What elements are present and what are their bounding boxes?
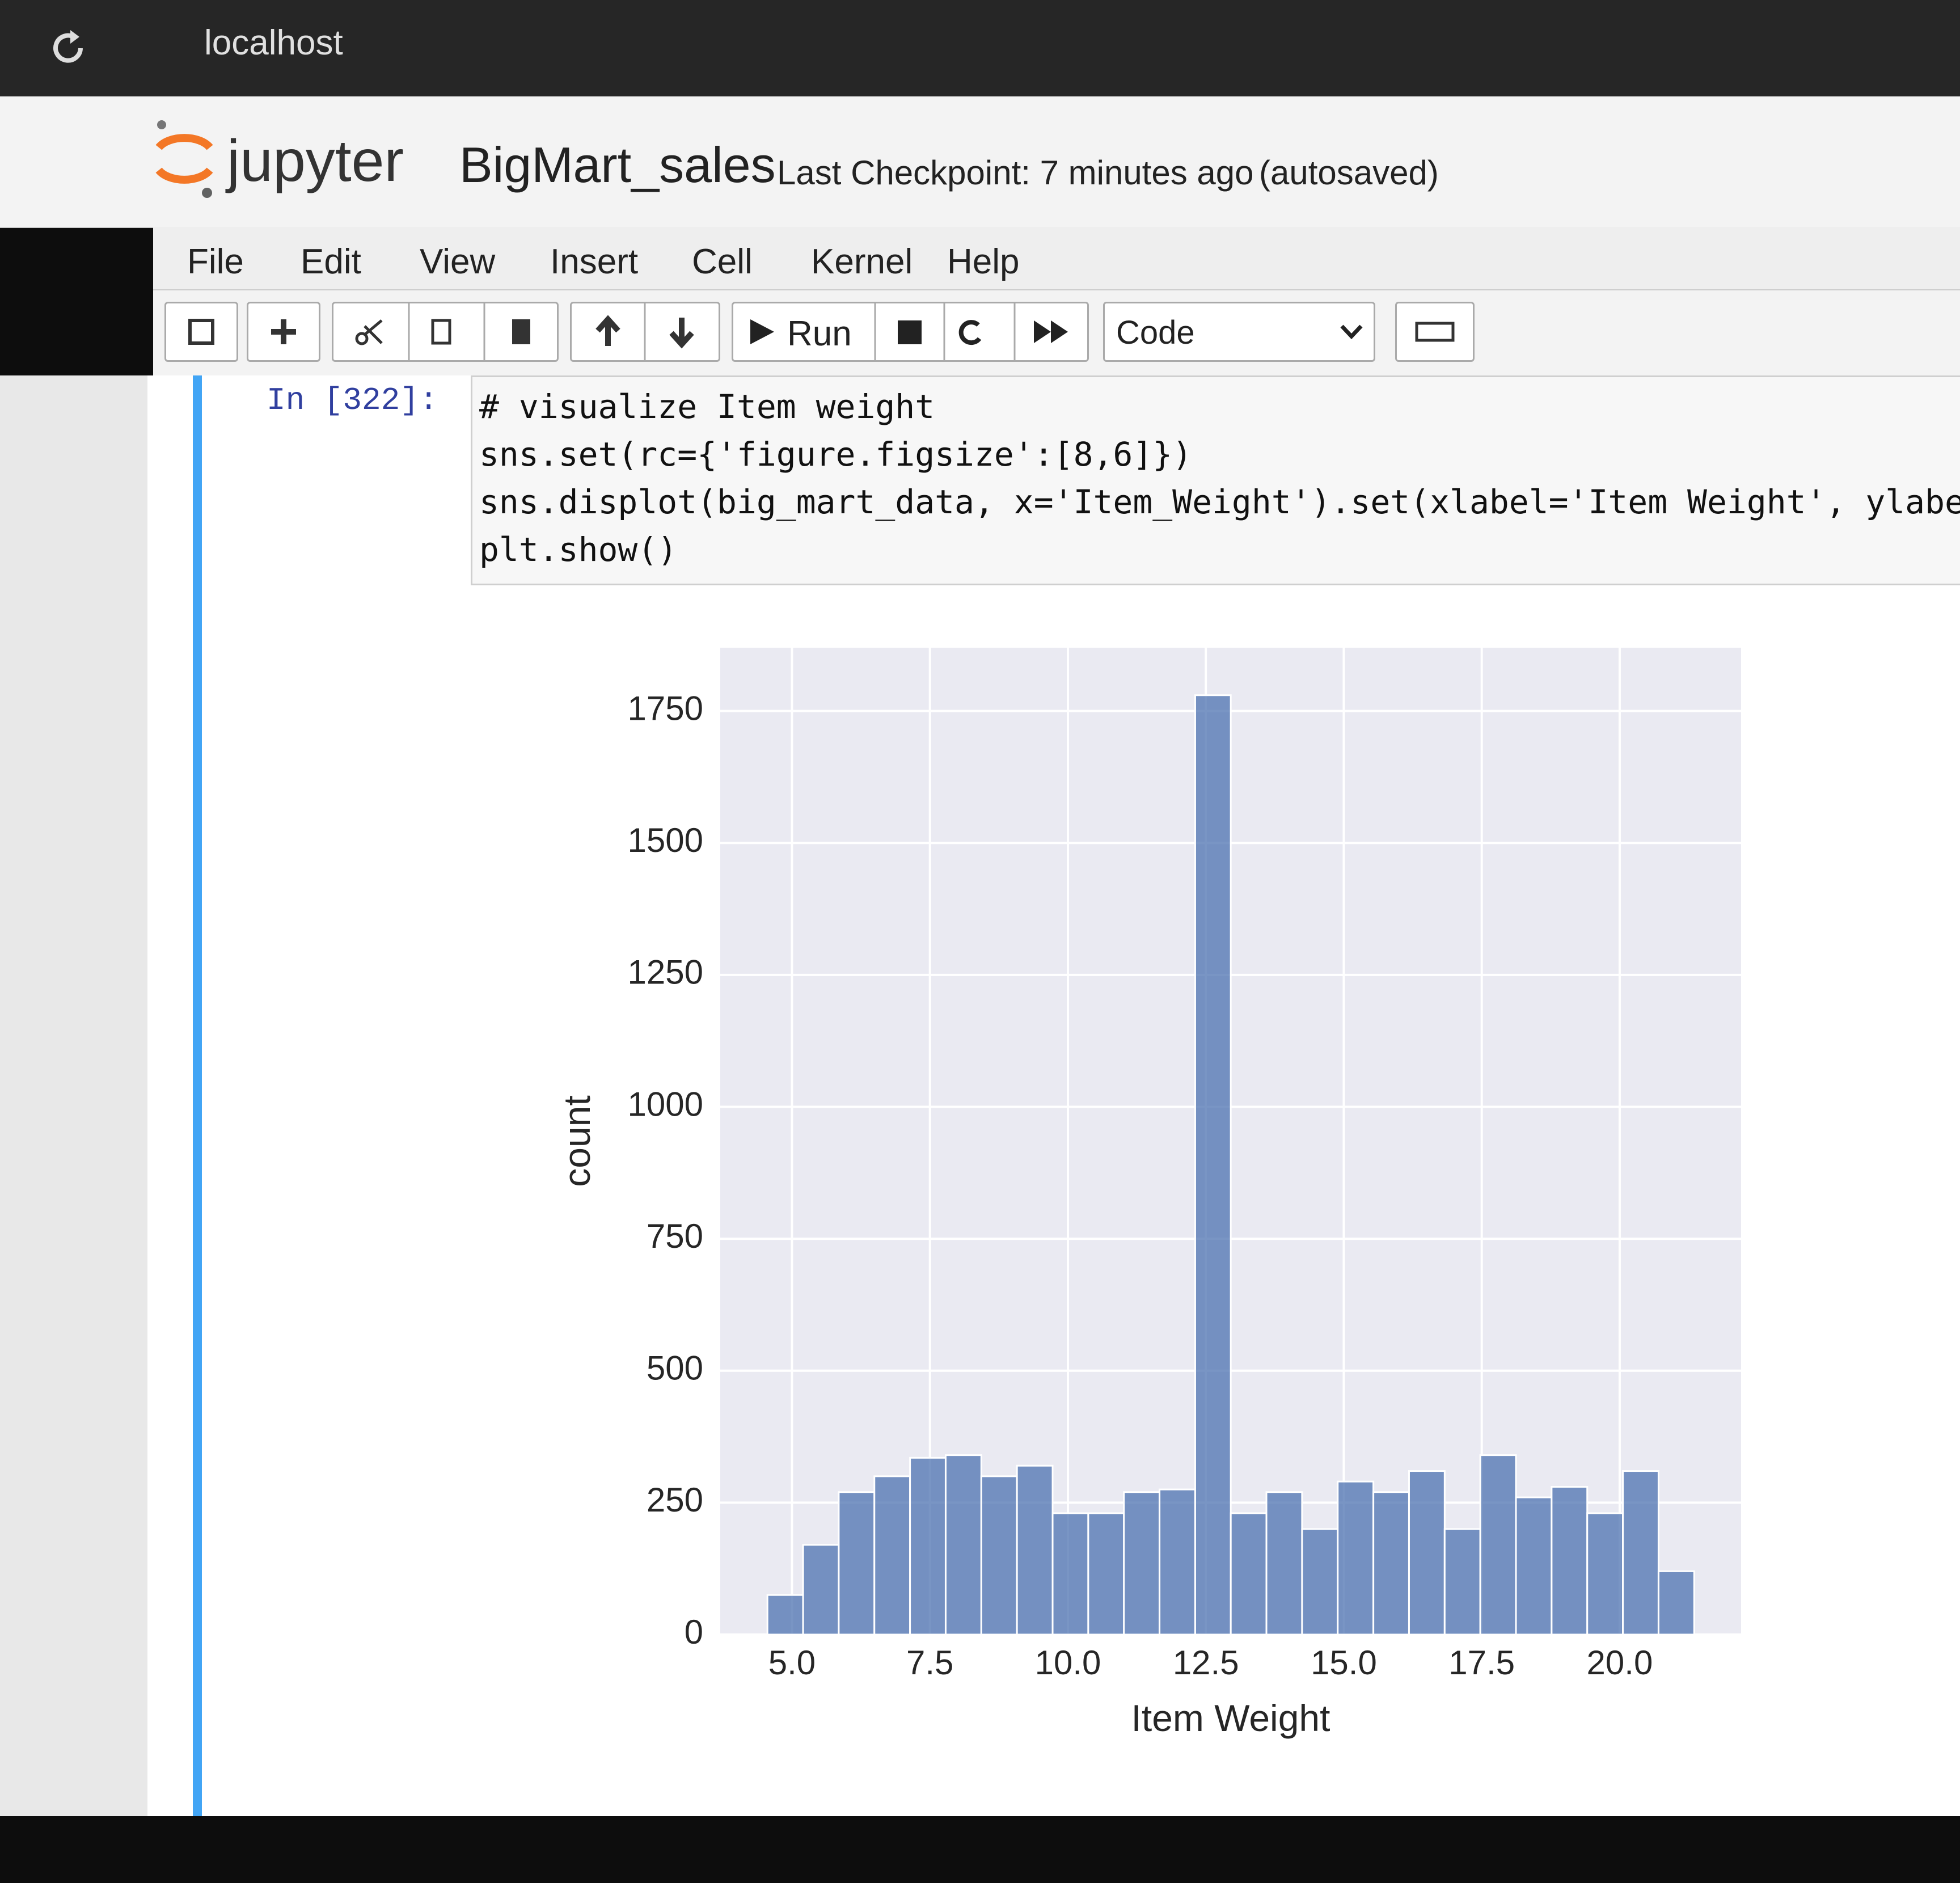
cell-selection-bar bbox=[193, 375, 202, 1816]
menu-item[interactable]: Insert bbox=[550, 242, 639, 281]
cell-type-select[interactable]: Code bbox=[1103, 302, 1375, 362]
notebook-header: jupyter BigMart_sales Last Checkpoint: 7… bbox=[0, 96, 1960, 228]
histogram-bar bbox=[1622, 1470, 1659, 1636]
logo-text[interactable]: jupyter bbox=[227, 128, 404, 194]
x-tick-label: 5.0 bbox=[768, 1644, 816, 1682]
menu-item[interactable]: File bbox=[187, 242, 244, 281]
run-label: Run bbox=[787, 314, 852, 353]
code-line: sns.set(rc={'figure.figsize':[8,6]}) bbox=[479, 435, 1193, 474]
histogram-bar bbox=[802, 1544, 840, 1636]
x-tick-label: 15.0 bbox=[1311, 1644, 1377, 1682]
keyboard-button[interactable] bbox=[1395, 302, 1475, 362]
y-axis-label: count bbox=[556, 1095, 598, 1187]
y-tick-label: 500 bbox=[647, 1349, 703, 1387]
histogram-bar bbox=[1016, 1464, 1054, 1636]
histogram-bar bbox=[1586, 1512, 1624, 1636]
histogram-bar bbox=[1230, 1512, 1268, 1636]
insert-button[interactable] bbox=[247, 302, 320, 362]
histogram-bar bbox=[766, 1594, 804, 1636]
histogram-bar bbox=[873, 1475, 911, 1636]
dropdown-arrow bbox=[1340, 324, 1363, 340]
y-tick-label: 1000 bbox=[628, 1085, 703, 1123]
reload-icon[interactable] bbox=[45, 26, 91, 71]
histogram-bar bbox=[1372, 1491, 1410, 1636]
histogram-bar bbox=[1443, 1528, 1481, 1636]
x-tick-label: 17.5 bbox=[1448, 1644, 1515, 1682]
histogram-bar bbox=[1194, 694, 1232, 1636]
menu-item[interactable]: Edit bbox=[301, 242, 361, 281]
histogram-bar bbox=[1408, 1470, 1446, 1636]
edit-buttons[interactable] bbox=[332, 302, 559, 362]
menu-item[interactable]: Kernel bbox=[811, 242, 913, 281]
y-tick-label: 1250 bbox=[628, 953, 703, 991]
histogram-bar bbox=[909, 1456, 947, 1636]
histogram-bar bbox=[1265, 1491, 1303, 1636]
move-buttons[interactable] bbox=[570, 302, 720, 362]
icon bbox=[1415, 322, 1455, 342]
histogram-bar bbox=[1301, 1528, 1339, 1636]
histogram-bar bbox=[980, 1475, 1018, 1636]
jupyter-icon bbox=[155, 120, 213, 198]
icons bbox=[750, 303, 1068, 360]
code-line: plt.show() bbox=[479, 530, 678, 569]
y-tick-label: 250 bbox=[647, 1481, 703, 1519]
histogram-bar bbox=[1159, 1488, 1196, 1636]
menu-item[interactable]: View bbox=[420, 242, 496, 281]
x-tick-label: 7.5 bbox=[906, 1644, 953, 1682]
toolbar: Run Code bbox=[153, 290, 1960, 375]
histogram-bar bbox=[1515, 1496, 1553, 1636]
url: localhost bbox=[204, 23, 343, 62]
histogram-bar bbox=[944, 1454, 982, 1636]
y-tick-label: 750 bbox=[647, 1217, 703, 1255]
cell-prompt: In [322]: bbox=[267, 382, 438, 419]
x-tick-label: 10.0 bbox=[1035, 1644, 1101, 1682]
menu-item[interactable]: Cell bbox=[692, 242, 753, 281]
autosave: (autosaved) bbox=[1259, 154, 1439, 192]
code-line: sns.displot(big_mart_data, x='Item_Weigh… bbox=[479, 483, 1960, 521]
y-tick-label: 1750 bbox=[628, 690, 703, 728]
icons bbox=[355, 303, 530, 360]
x-tick-label: 20.0 bbox=[1587, 1644, 1653, 1682]
code-input[interactable]: # visualize Item weight sns.set(rc={'figu… bbox=[471, 375, 1960, 585]
histogram-bar bbox=[1123, 1491, 1161, 1636]
code-cell[interactable]: In [322]: # visualize Item weight sns.set… bbox=[147, 375, 1960, 1816]
histogram-bar bbox=[1337, 1480, 1375, 1636]
code-line: # visualize Item weight bbox=[479, 387, 935, 426]
cell-type: Code bbox=[1116, 314, 1195, 351]
run-buttons[interactable]: Run bbox=[732, 302, 1089, 362]
notebook-name[interactable]: BigMart_sales bbox=[459, 137, 776, 193]
icon bbox=[271, 319, 296, 344]
browser-bar: localhost bbox=[0, 0, 1960, 96]
histogram-bar bbox=[838, 1491, 876, 1636]
histogram-bar bbox=[1551, 1485, 1589, 1636]
checkpoint: Last Checkpoint: 7 minutes ago bbox=[777, 154, 1254, 192]
histogram-bar bbox=[1479, 1454, 1517, 1636]
histogram-bar bbox=[1051, 1512, 1089, 1636]
menu-item[interactable]: Help bbox=[947, 242, 1020, 281]
icon bbox=[188, 319, 214, 345]
menu-bar: File Edit View Insert Cell Kernel Help bbox=[153, 227, 1960, 290]
histogram-bar bbox=[1657, 1570, 1695, 1636]
y-tick-label: 0 bbox=[685, 1613, 703, 1651]
chart: 0 250 500 750 1000 1250 1500 1750 5.0 7.5 10.0 12.5… bbox=[556, 648, 1741, 1739]
notebook-area: In [322]: # visualize Item weight sns.set… bbox=[0, 375, 1960, 1816]
y-tick-label: 1500 bbox=[628, 821, 703, 859]
histogram-bar bbox=[1087, 1512, 1125, 1636]
x-tick-label: 12.5 bbox=[1173, 1644, 1239, 1682]
x-axis-label: Item Weight bbox=[1131, 1697, 1330, 1739]
save-button[interactable] bbox=[164, 302, 238, 362]
icons bbox=[595, 303, 694, 360]
